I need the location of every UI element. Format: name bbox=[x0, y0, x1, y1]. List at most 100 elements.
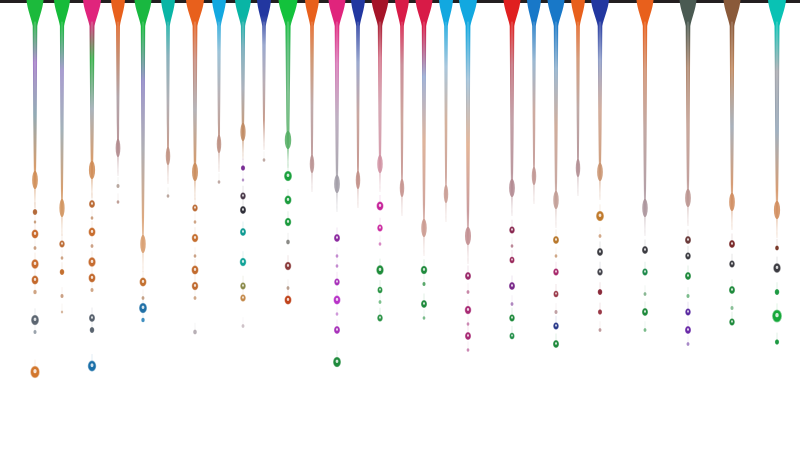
paint-droplet bbox=[33, 220, 37, 224]
paint-droplet bbox=[510, 244, 514, 248]
paint-droplet bbox=[59, 268, 65, 276]
droplet-highlight bbox=[241, 259, 245, 263]
droplet-highlight bbox=[510, 284, 514, 287]
paint-drip-stream bbox=[439, 0, 453, 222]
drip-bulge bbox=[729, 193, 735, 211]
droplet-highlight bbox=[643, 310, 647, 313]
droplet-highlight bbox=[775, 265, 779, 269]
drip-bulge bbox=[192, 163, 198, 181]
drip-bulge bbox=[575, 159, 581, 177]
paint-droplet bbox=[422, 316, 426, 320]
paint-droplet bbox=[774, 339, 780, 345]
paint-droplet bbox=[466, 290, 470, 294]
droplet-highlight bbox=[33, 277, 37, 281]
drip-bulge bbox=[284, 131, 292, 149]
droplet-highlight bbox=[242, 194, 244, 197]
droplet-highlight bbox=[598, 250, 602, 253]
paint-droplet bbox=[286, 286, 290, 290]
paint-droplet bbox=[240, 165, 246, 171]
paint-droplet bbox=[193, 220, 197, 224]
paint-drip-stream bbox=[257, 0, 271, 150]
droplet-highlight bbox=[730, 288, 734, 291]
paint-droplet bbox=[217, 180, 221, 184]
paint-drip-stream bbox=[768, 0, 786, 238]
droplet-highlight bbox=[61, 242, 63, 245]
paint-droplet bbox=[643, 292, 647, 296]
paint-droplet bbox=[598, 234, 602, 238]
drip-bulge bbox=[309, 155, 315, 173]
paint-drip-stream bbox=[111, 0, 125, 176]
drip-bulge bbox=[240, 123, 246, 141]
droplet-highlight bbox=[731, 262, 733, 265]
droplet-highlight bbox=[511, 258, 513, 261]
paint-droplet bbox=[90, 216, 94, 220]
droplet-highlight bbox=[242, 296, 244, 299]
paint-drip-stream bbox=[395, 0, 409, 216]
droplet-highlight bbox=[555, 292, 557, 295]
paint-droplet bbox=[686, 342, 690, 346]
paint-droplet bbox=[335, 264, 339, 268]
paint-drip-stream bbox=[54, 0, 70, 236]
droplet-highlight bbox=[379, 226, 381, 229]
drip-bulge bbox=[773, 201, 781, 219]
drip-bulge bbox=[216, 135, 222, 153]
droplet-highlight bbox=[241, 208, 245, 211]
droplet-highlight bbox=[193, 267, 197, 271]
paint-drip-stream bbox=[547, 0, 565, 228]
paint-drip-stream bbox=[503, 0, 521, 216]
droplet-highlight bbox=[286, 297, 290, 301]
droplet-highlight bbox=[33, 261, 37, 265]
paint-drip-stream bbox=[134, 0, 152, 272]
paint-droplet bbox=[422, 281, 426, 287]
paint-droplet bbox=[193, 254, 197, 258]
droplet-highlight bbox=[286, 219, 290, 223]
droplet-highlight bbox=[555, 324, 557, 327]
droplet-highlight bbox=[33, 317, 37, 322]
droplet-highlight bbox=[90, 259, 94, 263]
droplet-highlight bbox=[466, 274, 470, 277]
droplet-highlight bbox=[141, 279, 145, 283]
paint-droplet bbox=[60, 310, 64, 314]
paint-droplet bbox=[510, 302, 514, 306]
drip-bulge bbox=[509, 179, 515, 197]
paint-droplet bbox=[466, 322, 470, 326]
paint-drip-stream bbox=[371, 0, 389, 192]
paint-droplet bbox=[597, 309, 603, 315]
droplet-highlight bbox=[687, 310, 689, 313]
droplet-highlight bbox=[730, 242, 734, 245]
droplet-highlight bbox=[90, 316, 94, 319]
paint-droplet bbox=[90, 287, 94, 293]
drip-bulge bbox=[421, 219, 427, 237]
paint-drip-stream bbox=[235, 0, 251, 160]
drip-bulge bbox=[88, 161, 96, 179]
droplet-highlight bbox=[555, 270, 557, 273]
droplet-highlight bbox=[242, 284, 244, 287]
paint-drip-stream bbox=[83, 0, 101, 198]
paint-droplet bbox=[554, 254, 558, 258]
droplet-highlight bbox=[335, 297, 339, 301]
droplet-highlight bbox=[90, 229, 94, 233]
paint-drip-stream bbox=[212, 0, 226, 172]
paint-droplet bbox=[286, 239, 290, 245]
drip-bulge bbox=[115, 139, 121, 157]
paint-droplet bbox=[193, 329, 197, 335]
drip-bulge bbox=[597, 163, 603, 181]
droplet-highlight bbox=[554, 238, 558, 241]
droplet-highlight bbox=[775, 312, 779, 318]
paint-drip-stream bbox=[328, 0, 346, 212]
droplet-highlight bbox=[687, 254, 689, 257]
droplet-highlight bbox=[554, 342, 558, 345]
drip-bulge bbox=[443, 185, 449, 203]
drip-bulge bbox=[377, 155, 383, 173]
paint-drip-stream bbox=[571, 0, 585, 196]
paint-droplet bbox=[33, 329, 37, 335]
paint-droplet bbox=[730, 305, 734, 311]
paint-droplet bbox=[378, 300, 382, 304]
paint-droplet bbox=[597, 288, 603, 296]
droplet-highlight bbox=[241, 230, 245, 233]
paint-droplet bbox=[33, 246, 37, 250]
paint-drip-stream bbox=[723, 0, 741, 230]
droplet-highlight bbox=[286, 173, 290, 178]
drip-bulge bbox=[642, 199, 648, 217]
